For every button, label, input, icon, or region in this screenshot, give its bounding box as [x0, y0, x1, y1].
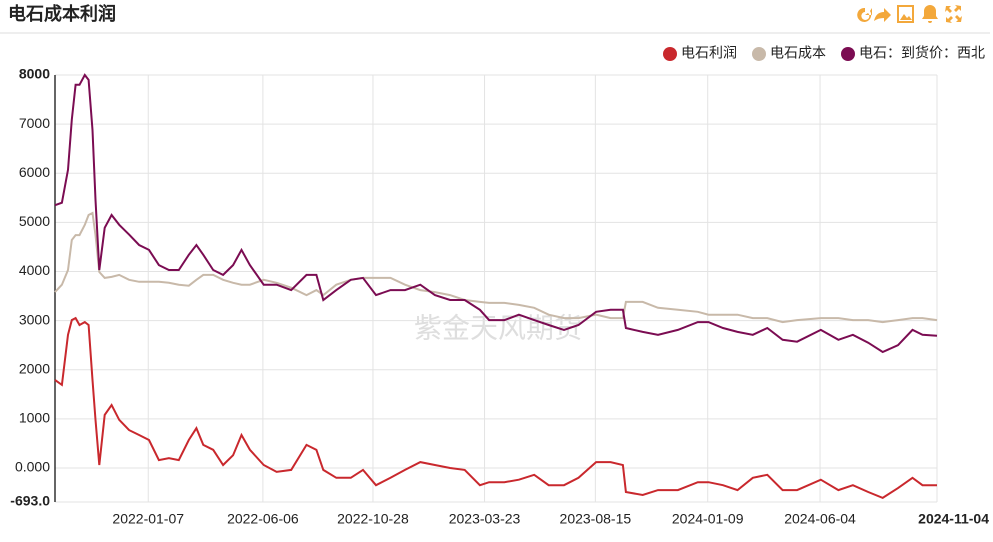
y-tick-label: 7000 [19, 115, 50, 131]
y-tick-label: 8000 [19, 66, 50, 82]
toolbar [857, 5, 962, 23]
series-line [54, 73, 938, 354]
x-tick-label: 2024-06-04 [784, 511, 856, 527]
x-tick-label: 2022-01-07 [112, 511, 184, 527]
image-icon-glyph [900, 14, 912, 20]
chart-title: 电石成本利润 [8, 3, 116, 24]
y-tick-label: 2000 [19, 360, 50, 376]
series-line [54, 211, 938, 324]
legend-item: 电石利润 [663, 45, 737, 61]
series-line [54, 316, 937, 500]
x-tick-label: 2022-06-06 [227, 511, 299, 527]
legend: 电石利润 电石成本 电石：到货价：西北 [663, 45, 985, 61]
x-tick-label: 2023-08-15 [560, 511, 632, 527]
legend-item: 电石成本 [752, 45, 826, 61]
x-tick-label: 2024-01-09 [672, 511, 744, 527]
legend-swatch [663, 47, 677, 61]
x-tick-label: 2022-10-28 [337, 511, 409, 527]
y-tick-label: 1000 [19, 410, 50, 426]
legend-swatch [841, 47, 855, 61]
legend-label: 电石：到货价：西北 [859, 45, 985, 61]
legend-item: 电石：到货价：西北 [841, 45, 985, 61]
fullscreen-icon[interactable] [945, 5, 962, 23]
x-tick-label: 2024-11-04 [918, 511, 989, 527]
y-tick-label: 5000 [19, 213, 50, 229]
bell-icon[interactable] [922, 5, 938, 23]
legend-label: 电石成本 [770, 45, 826, 61]
x-tick-label: 2023-03-23 [449, 511, 521, 527]
y-tick-label: 4000 [19, 262, 50, 278]
legend-label: 电石利润 [681, 45, 737, 61]
image-icon[interactable] [897, 5, 914, 23]
y-tick-label: 0.000 [15, 459, 50, 475]
refresh-icon[interactable] [857, 7, 872, 22]
y-tick-label: 6000 [19, 164, 50, 180]
watermark: 紫金天风期货 [414, 312, 582, 343]
legend-swatch [752, 47, 766, 61]
y-tick-label: 3000 [19, 311, 50, 327]
share-icon[interactable] [874, 8, 891, 22]
y-tick-label: -693.0 [10, 493, 50, 509]
